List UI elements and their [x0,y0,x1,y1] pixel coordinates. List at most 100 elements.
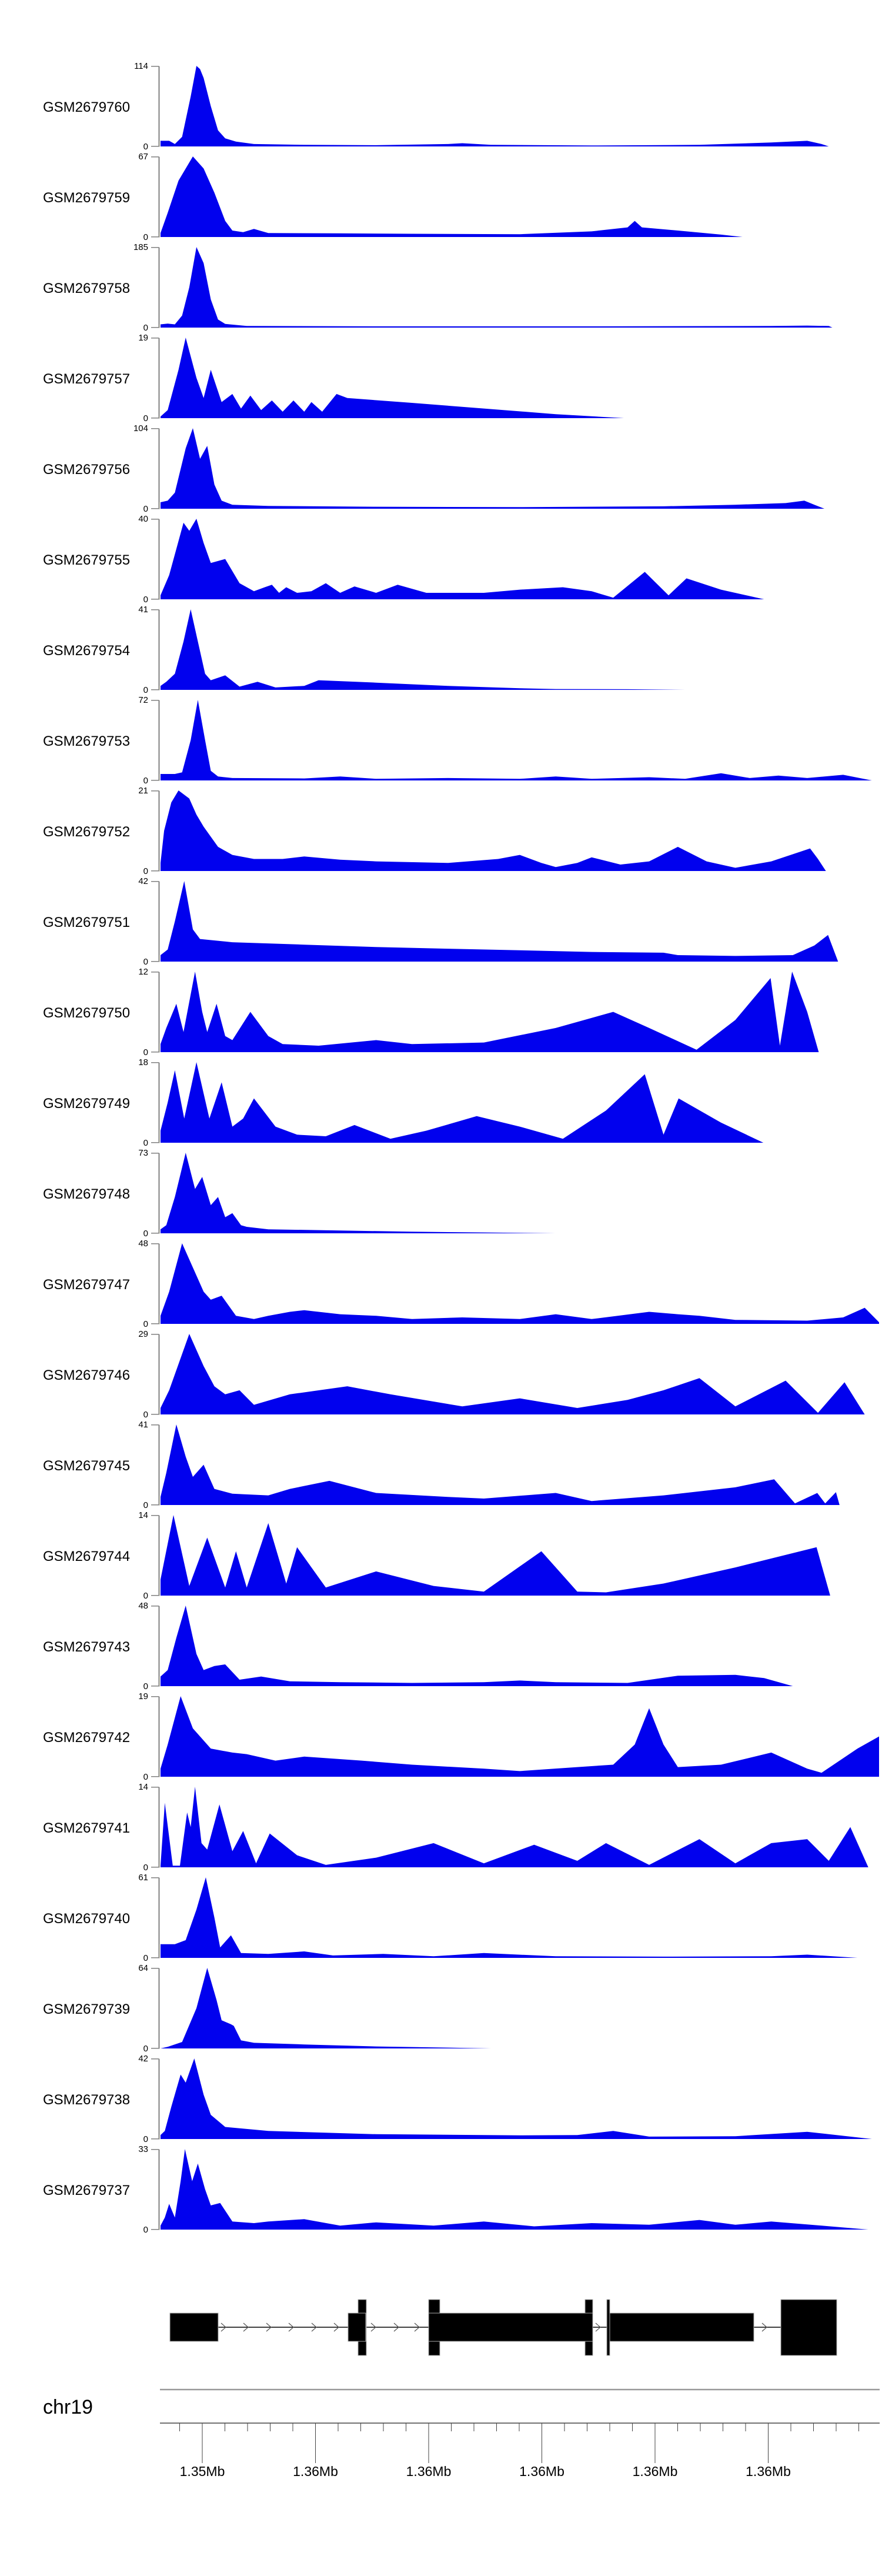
coverage-area-polygon [161,1515,830,1596]
track-sample-label: GSM2679752 [43,824,131,840]
track-sample-label: GSM2679745 [43,1458,131,1474]
coverage-track-row: GSM2679749 18 0 [0,1058,882,1153]
strand-direction-arrow-icon [288,2323,294,2332]
coverage-area-polygon [161,1877,858,1958]
track-ymax-label: 21 [138,786,148,796]
coverage-area-polygon [161,519,764,599]
track-zero-label: 0 [143,866,148,876]
coverage-track-row: GSM2679758 185 0 [0,243,882,338]
ruler-tick-label: 1.36Mb [633,2464,678,2479]
coverage-area-polygon [161,1062,764,1143]
track-ymax-label: 41 [138,1420,148,1430]
track-y-axis [151,790,160,872]
track-y-axis [151,1606,160,1687]
track-zero-label: 0 [143,1229,148,1239]
coverage-track-row: GSM2679755 40 0 [0,515,882,609]
coverage-area-polygon [161,1696,879,1777]
coverage-area-polygon [161,1968,492,2048]
track-ymax-label: 41 [138,605,148,615]
strand-direction-arrow-icon [266,2323,272,2332]
track-zero-label: 0 [143,1863,148,1873]
coverage-track-row: GSM2679757 19 0 [0,333,882,428]
coverage-area-polygon [161,1606,793,1686]
track-ymax-label: 42 [138,876,148,886]
coverage-area-polygon [161,1424,840,1505]
track-zero-label: 0 [143,1138,148,1148]
track-sample-label: GSM2679738 [43,2092,131,2108]
track-sample-label: GSM2679751 [43,915,131,930]
track-sample-label: GSM2679739 [43,2001,131,2017]
coverage-track-row: GSM2679760 114 0 [0,62,882,156]
track-zero-label: 0 [143,1772,148,1782]
track-y-axis [151,1062,160,1143]
track-y-axis [151,1153,160,1234]
track-sample-label: GSM2679749 [43,1096,131,1112]
track-zero-label: 0 [143,957,148,967]
track-zero-label: 0 [143,232,148,242]
track-ymax-label: 14 [138,1782,148,1792]
coverage-area-polygon [161,972,819,1052]
strand-direction-arrow-icon [595,2323,601,2332]
track-sample-label: GSM2679743 [43,1639,131,1655]
coverage-area-polygon [161,1787,868,1867]
track-y-axis [151,2058,160,2140]
track-ymax-label: 29 [138,1329,148,1339]
track-ymax-label: 18 [138,1057,148,1067]
coverage-area-polygon [161,428,825,509]
exon-tall-box [780,2299,837,2356]
track-y-axis [151,428,160,509]
coverage-area-polygon [161,609,686,690]
ruler-tick-label: 1.36Mb [746,2464,791,2479]
track-y-axis [151,1877,160,1958]
coverage-area-polygon [161,156,743,237]
track-ymax-label: 67 [138,152,148,162]
coverage-area-polygon [161,881,838,962]
track-y-axis [151,609,160,690]
coverage-track-row: GSM2679738 42 0 [0,2054,882,2149]
track-sample-label: GSM2679753 [43,733,131,749]
track-zero-label: 0 [143,2225,148,2235]
ruler-tick-label: 1.36Mb [519,2464,564,2479]
track-ymax-label: 73 [138,1148,148,1158]
strand-direction-arrow-icon [761,2323,767,2332]
coverage-track-row: GSM2679739 64 0 [0,1964,882,2058]
chromosome-label: chr19 [43,2396,93,2418]
track-y-axis [151,700,160,781]
track-ymax-label: 33 [138,2144,148,2154]
track-y-axis [151,2149,160,2230]
coverage-area-polygon [161,790,826,871]
track-sample-label: GSM2679757 [43,371,131,387]
track-zero-label: 0 [143,1319,148,1329]
strand-direction-arrow-icon [243,2323,249,2332]
track-sample-label: GSM2679742 [43,1730,131,1746]
track-y-axis [151,338,160,419]
coverage-area-polygon [161,1334,865,1414]
strand-direction-arrow-icon [311,2323,317,2332]
track-zero-label: 0 [143,1500,148,1510]
track-ymax-label: 14 [138,1510,148,1520]
track-sample-label: GSM2679756 [43,462,131,478]
track-zero-label: 0 [143,142,148,152]
genome-axis-ruler: 1.35Mb 1.36Mb 1.36Mb 1.36Mb 1.36Mb 1.36Mb [160,2388,880,2479]
exon-tall-box [606,2299,610,2356]
coverage-track-row: GSM2679746 29 0 [0,1330,882,1424]
track-sample-label: GSM2679748 [43,1186,131,1202]
coverage-track-row: GSM2679750 12 0 [0,967,882,1062]
track-zero-label: 0 [143,2134,148,2144]
track-ymax-label: 19 [138,333,148,343]
coverage-track-row: GSM2679745 41 0 [0,1420,882,1515]
track-y-axis [151,1243,160,1324]
track-ymax-label: 72 [138,695,148,705]
coverage-track-row: GSM2679747 48 0 [0,1239,882,1334]
track-zero-label: 0 [143,1591,148,1601]
exon-box [169,2313,219,2342]
coverage-track-row: GSM2679740 61 0 [0,1873,882,1968]
track-ymax-label: 64 [138,1963,148,1973]
exon-box [428,2313,593,2342]
coverage-area-polygon [161,338,624,418]
coverage-area-polygon [161,700,872,780]
coverage-area-polygon [161,1153,556,1233]
track-sample-label: GSM2679741 [43,1820,131,1836]
ruler-tick-label: 1.36Mb [406,2464,452,2479]
